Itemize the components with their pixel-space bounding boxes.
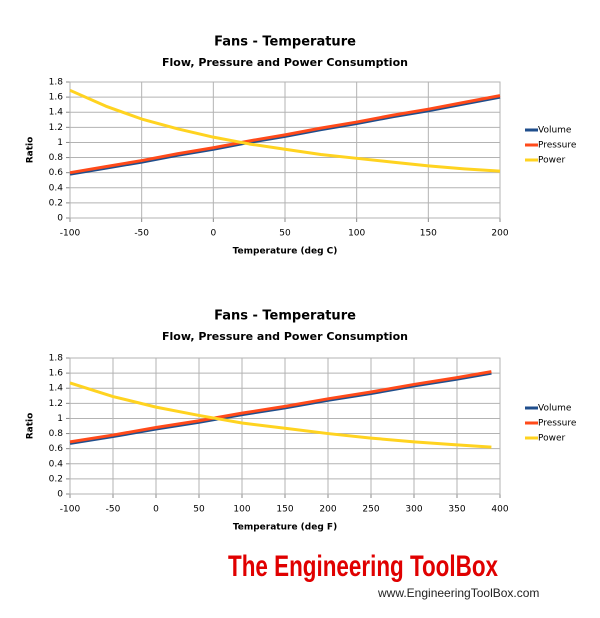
x-tick-label: 100 xyxy=(233,505,250,515)
x-tick-label: -50 xyxy=(134,229,149,239)
x-tick-label: 200 xyxy=(319,505,336,515)
x-tick-label: 350 xyxy=(448,505,465,515)
y-tick-label: 0.2 xyxy=(49,198,63,208)
logo: The Engineering ToolBox xyxy=(228,550,498,583)
y-tick-label: 1 xyxy=(57,414,63,424)
y-tick-label: 1.2 xyxy=(49,399,63,409)
x-axis-label: Temperature (deg C) xyxy=(233,247,338,257)
legend-label: Power xyxy=(538,156,566,166)
y-tick-label: 1.2 xyxy=(49,123,63,133)
y-tick-label: 0.4 xyxy=(49,459,64,469)
plot-frame xyxy=(69,357,501,495)
legend-label: Volume xyxy=(538,404,572,414)
y-axis-label: Ratio xyxy=(26,413,36,440)
chart-subtitle: Flow, Pressure and Power Consumption xyxy=(162,56,408,69)
chart-subtitle: Flow, Pressure and Power Consumption xyxy=(162,330,408,343)
chart-title: Fans - Temperature xyxy=(214,35,356,50)
x-tick-label: 200 xyxy=(491,229,508,239)
series-line xyxy=(69,88,501,173)
y-tick-label: 0.6 xyxy=(49,444,64,454)
x-tick-label: -50 xyxy=(106,505,121,515)
x-tick-label: -100 xyxy=(60,505,81,515)
url: www.EngineeringToolBox.com xyxy=(377,586,539,600)
y-tick-label: 0.6 xyxy=(49,168,64,178)
y-tick-label: 1.8 xyxy=(49,78,64,88)
legend-label: Power xyxy=(538,434,566,444)
y-tick-label: 1.6 xyxy=(49,93,64,103)
y-tick-label: 1.8 xyxy=(49,354,64,364)
legend-label: Pressure xyxy=(538,141,577,151)
y-tick-label: 0.4 xyxy=(49,183,64,193)
y-tick-label: 0.8 xyxy=(49,429,64,439)
chart-title: Fans - Temperature xyxy=(214,309,356,324)
x-tick-label: -100 xyxy=(60,229,81,239)
series-line xyxy=(69,381,492,449)
x-tick-label: 150 xyxy=(420,229,437,239)
y-tick-label: 0.2 xyxy=(49,474,63,484)
series-line xyxy=(69,94,501,175)
x-tick-label: 300 xyxy=(405,505,422,515)
x-axis-label: Temperature (deg F) xyxy=(233,523,337,533)
x-tick-label: 250 xyxy=(362,505,379,515)
x-tick-label: 0 xyxy=(210,229,216,239)
y-tick-label: 0 xyxy=(57,214,63,224)
x-tick-label: 0 xyxy=(153,505,159,515)
x-tick-label: 50 xyxy=(279,229,291,239)
legend-label: Pressure xyxy=(538,419,577,429)
legend-label: Volume xyxy=(538,126,572,136)
x-tick-label: 400 xyxy=(491,505,508,515)
y-tick-label: 0.8 xyxy=(49,153,64,163)
series-line xyxy=(69,370,492,444)
x-tick-label: 100 xyxy=(348,229,365,239)
y-tick-label: 0 xyxy=(57,490,63,500)
y-tick-label: 1 xyxy=(57,138,63,148)
y-tick-label: 1.4 xyxy=(49,384,64,394)
x-tick-label: 150 xyxy=(276,505,293,515)
y-tick-label: 1.6 xyxy=(49,369,64,379)
plot-frame xyxy=(69,81,501,219)
x-tick-label: 50 xyxy=(193,505,205,515)
y-tick-label: 1.4 xyxy=(49,108,64,118)
y-axis-label: Ratio xyxy=(26,137,36,164)
